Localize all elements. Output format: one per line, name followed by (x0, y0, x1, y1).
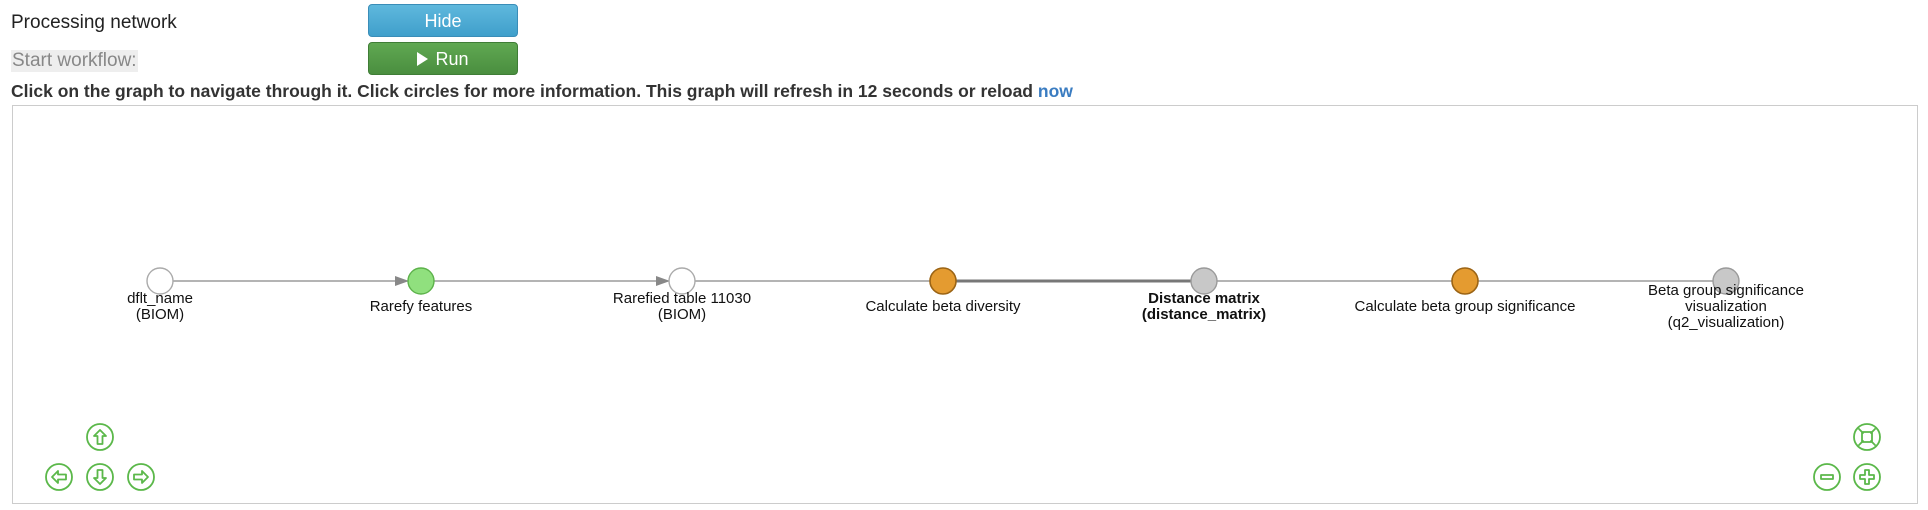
node-label-calculate-beta-group-significance: Calculate beta group significance (1355, 298, 1576, 315)
processing-network-label: Processing network (11, 12, 177, 33)
network-graph[interactable]: dflt_name (BIOM) Rarefy features Rarefied t… (12, 105, 1918, 504)
node-label-beta-group-significance-visualization: (q2_visualization) (1668, 314, 1785, 331)
node-label-beta-group-significance-visualization: Beta group significance (1648, 282, 1804, 299)
hide-button[interactable]: Hide (368, 4, 518, 37)
node-rarefy-features[interactable] (407, 267, 435, 295)
node-label-dflt-name: dflt_name (127, 290, 193, 307)
run-button-label: Run (435, 49, 469, 69)
node-label-rarefied-table: Rarefied table 11030 (613, 290, 751, 307)
reload-now-link[interactable]: now (1037, 81, 1073, 101)
node-label-distance-matrix: (distance_matrix) (1142, 306, 1266, 323)
play-icon (417, 52, 429, 66)
node-label-rarefied-table: (BIOM) (658, 306, 706, 323)
node-beta-group-significance-visualization[interactable] (1712, 267, 1740, 295)
arrow-up-icon[interactable] (86, 423, 114, 451)
node-label-rarefy-features: Rarefy features (370, 298, 473, 315)
node-dflt-name[interactable] (146, 267, 174, 295)
arrow-down-icon[interactable] (86, 463, 114, 491)
node-distance-matrix[interactable] (1190, 267, 1218, 295)
node-label-dflt-name: (BIOM) (136, 306, 184, 323)
plus-icon[interactable] (1853, 463, 1881, 491)
node-label-distance-matrix: Distance matrix (1148, 290, 1260, 307)
node-label-calculate-beta-diversity: Calculate beta diversity (865, 298, 1021, 315)
zoom-extends-icon[interactable] (1853, 423, 1881, 451)
start-workflow-label: Start workflow: (11, 50, 138, 72)
run-button[interactable]: Run (368, 42, 518, 75)
minus-icon[interactable] (1813, 463, 1841, 491)
network-graph-svg[interactable]: dflt_name(BIOM) Rarefy features Rarefied t… (13, 106, 1917, 503)
node-label-beta-group-significance-visualization: visualization (1685, 298, 1767, 315)
instructions-text: Click on the graph to navigate through i… (11, 81, 1033, 101)
graph-instructions: Click on the graph to navigate through i… (11, 81, 1073, 102)
node-calculate-beta-diversity[interactable] (929, 267, 957, 295)
arrow-right-icon[interactable] (127, 463, 155, 491)
node-calculate-beta-group-significance[interactable] (1451, 267, 1479, 295)
node-rarefied-table[interactable] (668, 267, 696, 295)
arrow-left-icon[interactable] (45, 463, 73, 491)
